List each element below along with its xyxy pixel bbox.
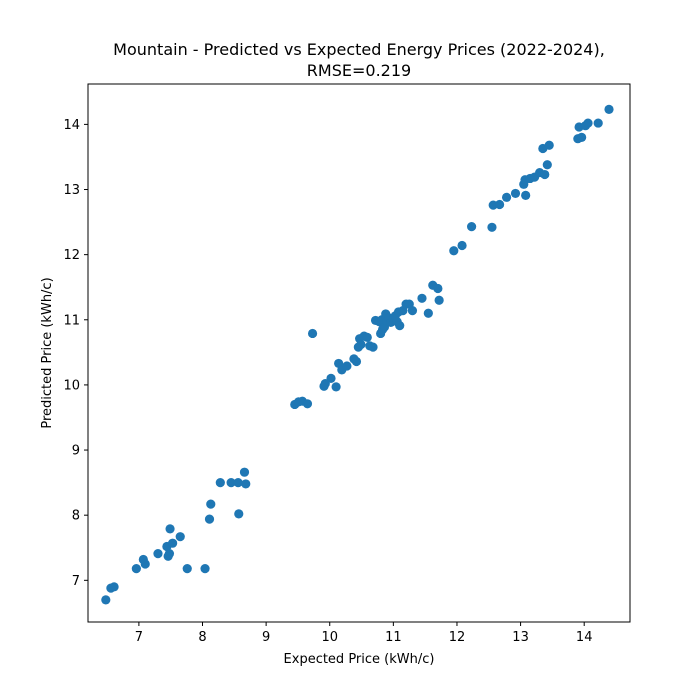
data-point	[342, 361, 352, 371]
data-point	[331, 382, 341, 392]
data-point	[494, 199, 505, 210]
data-point	[423, 308, 433, 318]
y-tick-label: 9	[72, 444, 80, 459]
data-point	[239, 467, 250, 477]
x-tick-label: 14	[576, 630, 593, 645]
data-point	[434, 295, 444, 305]
data-point	[168, 538, 178, 548]
x-tick-label: 7	[135, 630, 143, 645]
data-point	[165, 524, 175, 534]
data-point	[351, 356, 362, 367]
data-point	[307, 328, 318, 339]
y-tick-label: 11	[63, 313, 80, 328]
data-point	[583, 118, 593, 128]
data-point	[204, 514, 215, 524]
data-point	[233, 478, 243, 488]
x-axis-label: Expected Price (kWh/c)	[284, 652, 435, 667]
data-point	[501, 192, 512, 202]
data-point	[234, 509, 244, 519]
y-tick-label: 7	[72, 574, 80, 589]
data-point	[326, 373, 336, 383]
data-point	[182, 563, 192, 574]
data-point	[449, 246, 459, 256]
data-point	[109, 582, 119, 592]
data-point	[356, 339, 366, 350]
data-point	[362, 332, 372, 342]
y-tick-label: 10	[63, 378, 80, 393]
chart-title-line-2: RMSE=0.219	[307, 61, 411, 80]
x-tick-label: 12	[449, 630, 466, 645]
data-point	[521, 190, 531, 200]
plot-frame	[87, 83, 631, 623]
data-point	[457, 240, 467, 251]
y-tick-label: 8	[72, 509, 80, 524]
x-tick-label: 11	[385, 630, 402, 645]
data-point	[467, 222, 477, 232]
x-tick-label: 9	[262, 630, 270, 645]
y-tick-label: 14	[63, 118, 80, 133]
data-point	[542, 160, 552, 170]
data-point	[368, 342, 378, 352]
data-point	[604, 104, 614, 114]
x-axis-ticks: 7 8 9 10 11 12 13 14	[135, 622, 593, 645]
data-point	[395, 321, 405, 331]
data-point	[241, 479, 251, 489]
data-point	[540, 169, 550, 180]
data-point	[175, 532, 185, 542]
data-point	[153, 549, 163, 559]
data-point	[433, 283, 443, 294]
data-point	[577, 132, 587, 143]
data-point	[510, 188, 521, 199]
data-point	[200, 563, 210, 574]
chart-title-line-1: Mountain - Predicted vs Expected Energy …	[113, 40, 605, 59]
y-axis-ticks: 7 8 9 10 11 12 13 14	[63, 118, 88, 589]
data-points	[101, 104, 614, 605]
data-point	[407, 306, 418, 316]
x-tick-label: 8	[198, 630, 206, 645]
y-axis-label: Predicted Price (kWh/c)	[40, 277, 55, 428]
y-tick-label: 13	[63, 183, 80, 198]
x-tick-label: 13	[512, 630, 529, 645]
data-point	[302, 399, 313, 409]
data-point	[487, 222, 497, 232]
data-point	[140, 559, 150, 569]
data-point	[417, 293, 427, 303]
data-point	[544, 140, 554, 150]
data-point	[226, 478, 236, 488]
data-point	[101, 595, 111, 605]
data-point	[206, 499, 216, 509]
data-point	[215, 478, 225, 488]
data-point	[131, 563, 141, 574]
data-point	[593, 118, 603, 128]
x-tick-label: 10	[321, 630, 338, 645]
y-tick-label: 12	[63, 248, 80, 263]
data-point	[164, 549, 175, 559]
